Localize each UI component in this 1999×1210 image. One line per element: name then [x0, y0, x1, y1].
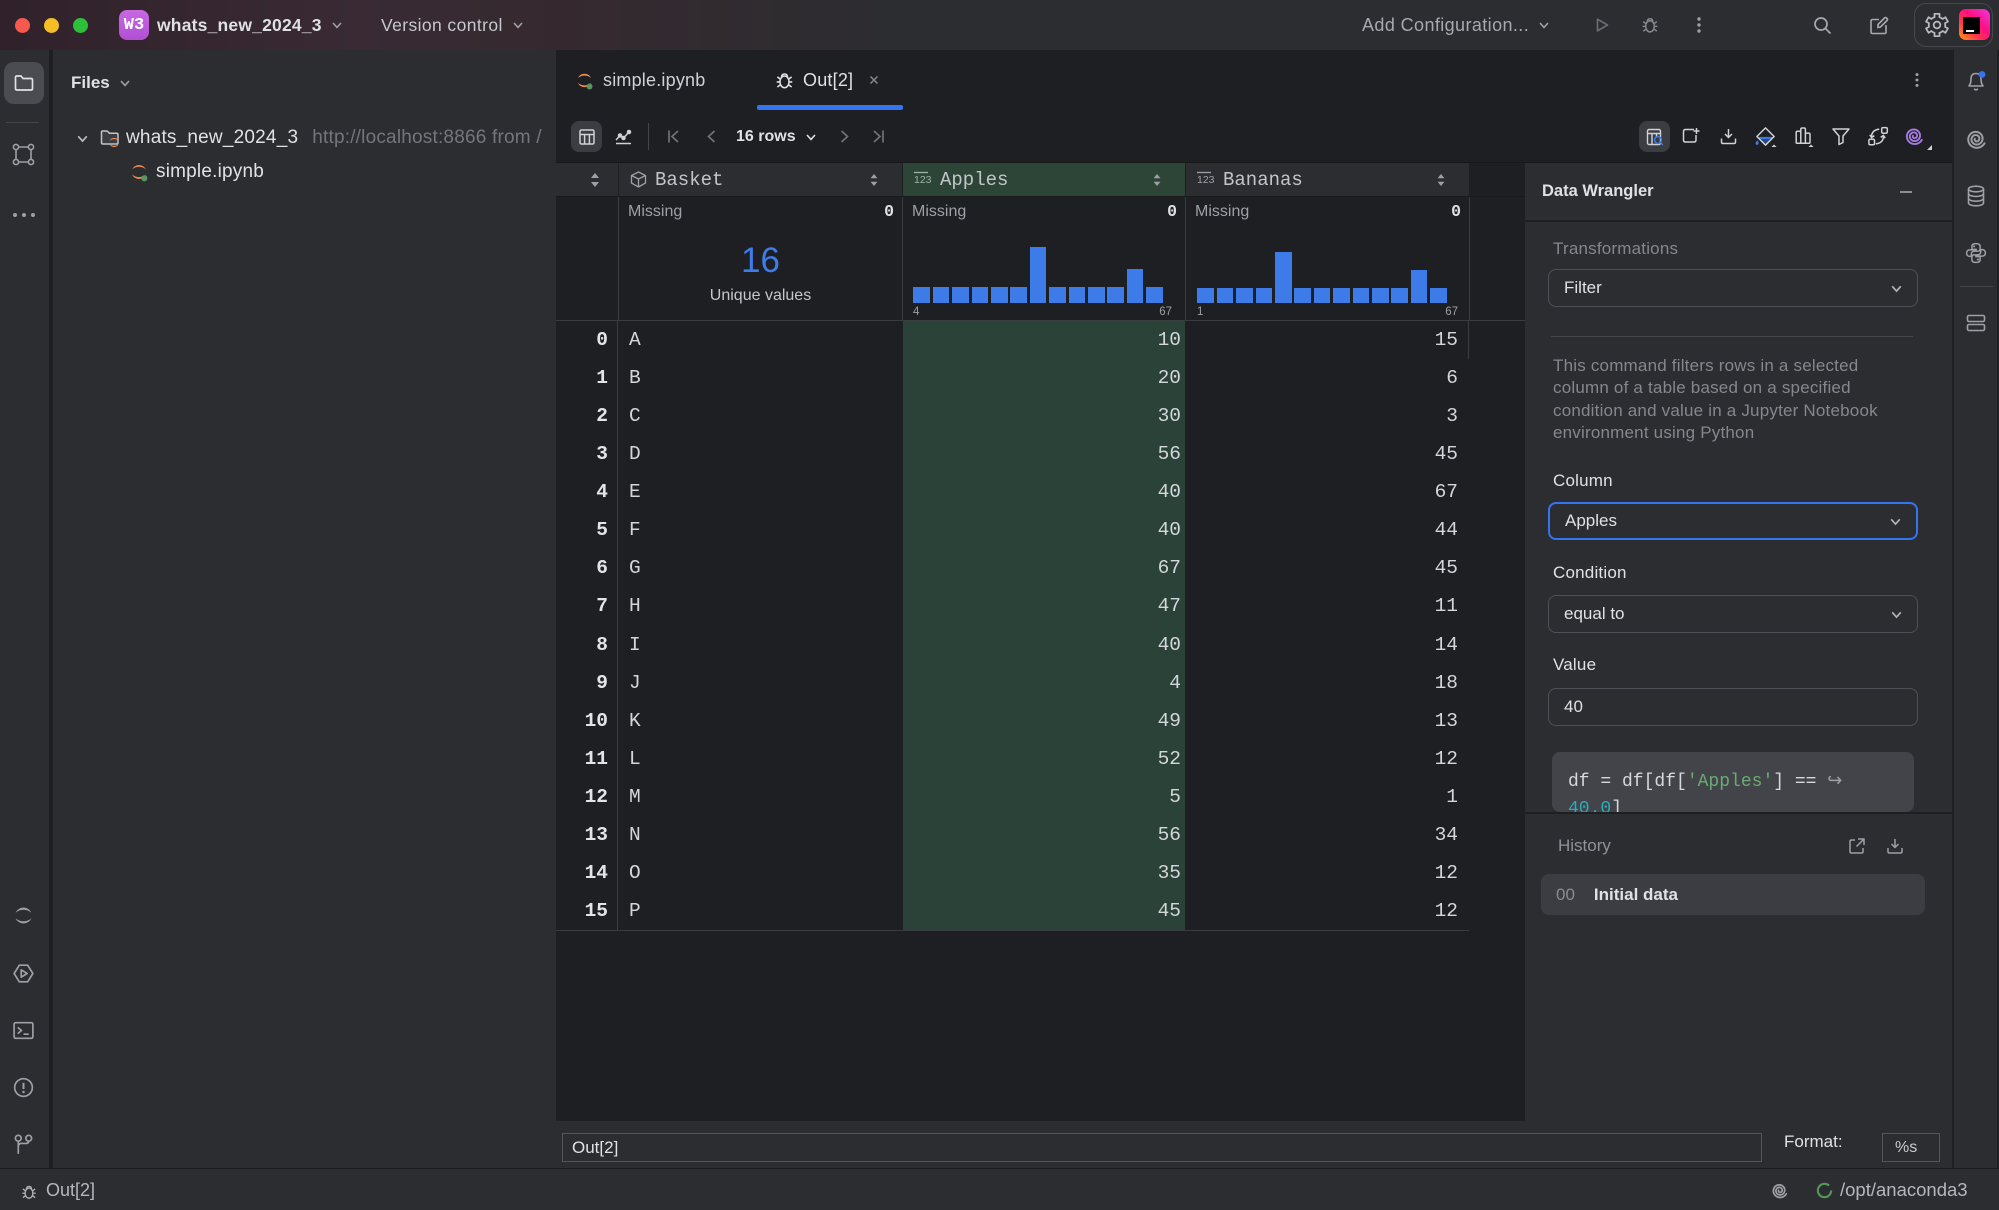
svg-text:123: 123	[1197, 174, 1215, 186]
svg-text:123: 123	[914, 174, 932, 186]
